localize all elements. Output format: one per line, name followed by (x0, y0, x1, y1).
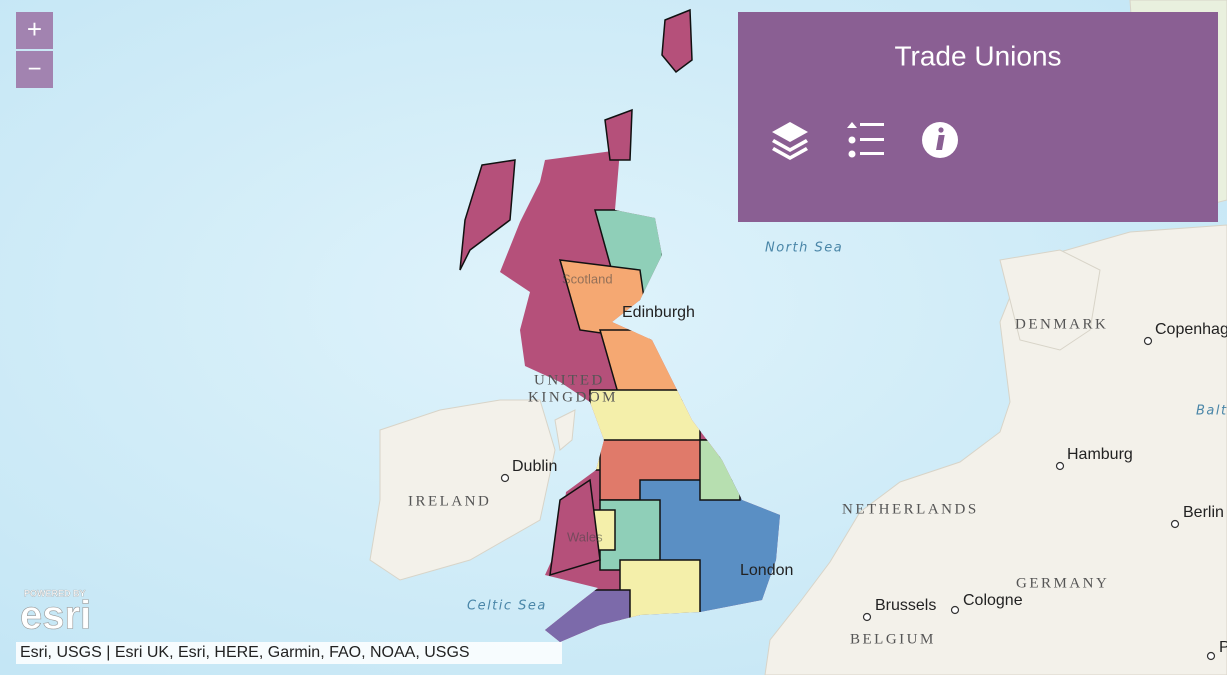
panel-title: Trade Unions (894, 40, 1061, 71)
map-label: Celtic Sea (467, 599, 547, 614)
map-label: P (1219, 639, 1227, 656)
map-label: GERMANY (1016, 575, 1109, 591)
place-dot (1170, 519, 1180, 529)
zoom-out-label: − (27, 55, 41, 82)
map-label: Wales (567, 529, 603, 544)
zoom-out-button[interactable] (16, 51, 53, 88)
map-label: NETHERLANDS (842, 501, 979, 517)
map-label: KINGDOM (528, 389, 618, 405)
map-label: DENMARK (1015, 316, 1108, 332)
islands (459, 8, 693, 577)
logo-caption: POWERED BY (24, 588, 86, 598)
map-label: UNITED (534, 372, 605, 388)
place-dot (862, 612, 872, 622)
panel-background (738, 12, 1218, 222)
map-label: London (740, 562, 793, 579)
place-dot (1143, 336, 1153, 346)
map-label: Scotland (562, 271, 613, 286)
logo-wordmark: esri (20, 594, 91, 638)
esri-logo: POWERED BY esri (20, 588, 92, 638)
zoom-in-label: + (27, 14, 42, 44)
zoom-in-button[interactable] (16, 12, 53, 49)
attribution-background (16, 642, 562, 664)
layers-button[interactable] (772, 122, 808, 160)
place-dot (500, 473, 510, 483)
map-label: Berlin (1183, 504, 1224, 521)
map-label: IRELAND (408, 493, 491, 509)
map-label: Edinburgh (622, 304, 695, 321)
legend-button[interactable] (847, 122, 884, 158)
map-label: North Sea (765, 241, 843, 256)
place-dot (950, 605, 960, 615)
map-label: BELGIUM (850, 631, 936, 647)
map-label: Hamburg (1067, 446, 1133, 463)
map-label: Dublin (512, 458, 557, 475)
land (369, 0, 1227, 675)
info-button[interactable] (922, 122, 958, 158)
map-label: Balt (1196, 404, 1227, 419)
zoom-controls: + − (16, 12, 53, 88)
map-label: Cologne (963, 592, 1023, 609)
map-label: Copenhagen (1155, 321, 1227, 338)
map-label: Brussels (875, 597, 936, 614)
place-dot (1055, 461, 1065, 471)
attribution: Esri, USGS | Esri UK, Esri, HERE, Garmin… (20, 644, 470, 661)
place-dot (1206, 651, 1216, 661)
panel: Trade Unions (738, 12, 1218, 222)
